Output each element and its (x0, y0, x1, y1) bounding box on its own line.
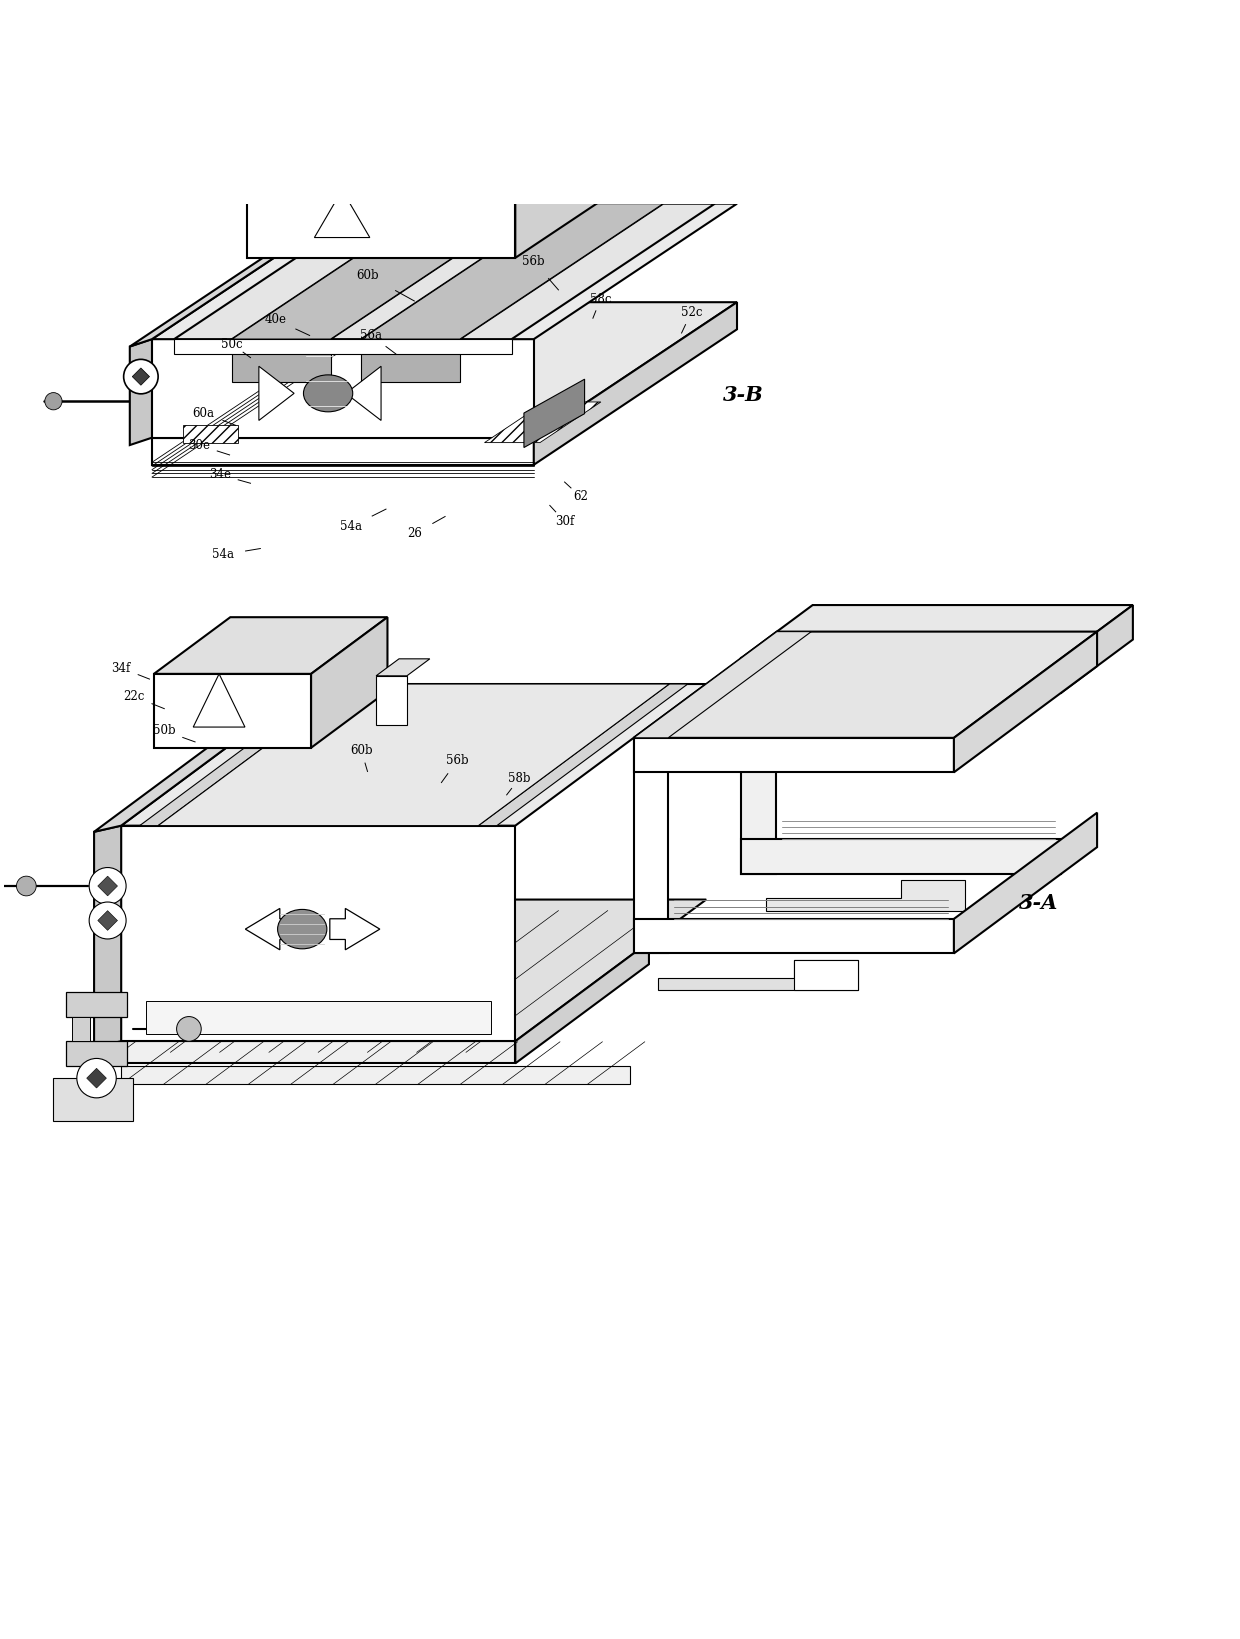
Polygon shape (154, 674, 311, 747)
Polygon shape (1061, 605, 1133, 693)
Text: 40e: 40e (264, 313, 286, 326)
Polygon shape (765, 880, 965, 911)
Polygon shape (53, 1078, 134, 1121)
Polygon shape (346, 365, 381, 421)
Polygon shape (159, 683, 670, 826)
Polygon shape (72, 1016, 91, 1041)
Polygon shape (376, 659, 430, 675)
Polygon shape (130, 339, 153, 446)
Text: 22c: 22c (123, 690, 144, 703)
Text: 30f: 30f (556, 515, 574, 528)
Text: 58c: 58c (589, 293, 611, 306)
Polygon shape (248, 129, 606, 190)
Polygon shape (87, 1069, 107, 1088)
Polygon shape (634, 919, 954, 954)
Polygon shape (232, 203, 533, 339)
Ellipse shape (304, 375, 352, 411)
Text: 60a: 60a (192, 406, 215, 420)
Polygon shape (153, 302, 737, 438)
Polygon shape (330, 908, 379, 951)
Polygon shape (954, 813, 1097, 954)
Text: 56a: 56a (360, 329, 382, 343)
Polygon shape (742, 659, 775, 874)
Text: 54a: 54a (212, 547, 234, 561)
Text: 3-B: 3-B (723, 385, 764, 405)
Polygon shape (634, 631, 811, 738)
Polygon shape (154, 618, 387, 674)
Polygon shape (361, 203, 663, 339)
Text: 50c: 50c (221, 338, 243, 351)
Polygon shape (153, 203, 737, 339)
Polygon shape (634, 738, 668, 954)
Polygon shape (954, 631, 1097, 772)
Polygon shape (361, 339, 460, 382)
Text: 34f: 34f (112, 662, 130, 675)
Polygon shape (485, 402, 601, 443)
Polygon shape (140, 683, 348, 826)
Polygon shape (658, 959, 858, 990)
Polygon shape (122, 826, 516, 1041)
Circle shape (176, 1016, 201, 1041)
Polygon shape (133, 369, 150, 385)
Polygon shape (182, 426, 238, 443)
Text: 56b: 56b (446, 754, 469, 767)
Text: 52c: 52c (681, 305, 702, 318)
Polygon shape (331, 203, 564, 339)
Polygon shape (122, 683, 707, 826)
Polygon shape (479, 683, 688, 826)
Polygon shape (174, 203, 435, 339)
Polygon shape (153, 339, 533, 438)
Circle shape (16, 877, 36, 897)
Polygon shape (259, 365, 294, 421)
Circle shape (124, 359, 159, 393)
Text: 60b: 60b (356, 269, 379, 282)
Text: 60b: 60b (350, 744, 373, 757)
Polygon shape (376, 675, 407, 724)
Polygon shape (66, 992, 128, 1016)
Polygon shape (130, 203, 355, 346)
Polygon shape (193, 674, 246, 728)
Polygon shape (516, 942, 649, 1064)
Polygon shape (311, 618, 387, 747)
Polygon shape (146, 1000, 491, 1034)
Polygon shape (634, 631, 1097, 738)
Polygon shape (98, 911, 118, 931)
Polygon shape (174, 339, 512, 354)
Polygon shape (94, 826, 122, 1047)
Text: 62: 62 (573, 490, 588, 503)
Polygon shape (742, 605, 1133, 659)
Polygon shape (525, 379, 584, 447)
Circle shape (45, 393, 62, 410)
Polygon shape (232, 339, 331, 382)
Text: 56b: 56b (522, 256, 546, 269)
Polygon shape (460, 203, 714, 339)
Text: 34e: 34e (208, 469, 231, 482)
Polygon shape (315, 190, 370, 238)
Circle shape (89, 867, 126, 905)
Polygon shape (122, 900, 707, 1041)
Polygon shape (153, 438, 533, 465)
Polygon shape (94, 683, 312, 833)
Polygon shape (634, 738, 954, 772)
Polygon shape (533, 302, 737, 465)
Text: 58b: 58b (507, 772, 531, 785)
Ellipse shape (278, 910, 327, 949)
Text: 50b: 50b (153, 724, 176, 738)
Polygon shape (742, 839, 1061, 874)
Circle shape (89, 901, 126, 939)
Polygon shape (246, 908, 295, 951)
Text: 26: 26 (407, 528, 422, 541)
Circle shape (77, 1059, 117, 1098)
Text: 3-A: 3-A (1019, 893, 1059, 913)
Polygon shape (66, 1041, 128, 1065)
Polygon shape (122, 1041, 516, 1064)
Text: 54a: 54a (341, 520, 362, 533)
Text: 30e: 30e (187, 439, 210, 452)
Polygon shape (122, 1065, 630, 1085)
Polygon shape (794, 959, 858, 990)
Polygon shape (742, 659, 1061, 693)
Polygon shape (516, 129, 606, 257)
Polygon shape (98, 877, 118, 897)
Polygon shape (248, 190, 516, 257)
